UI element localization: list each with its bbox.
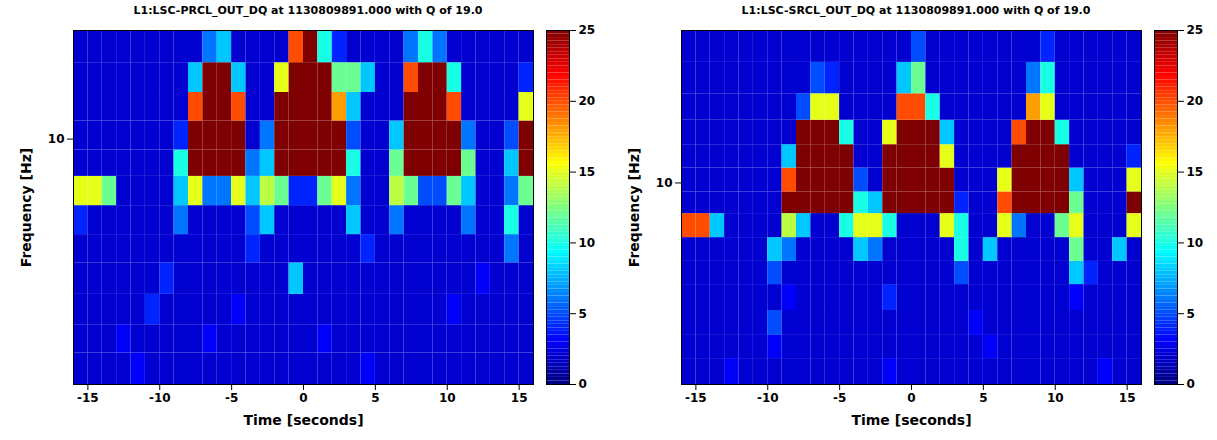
svg-text:10: 10 [48,132,65,146]
svg-text:Time [seconds]: Time [seconds] [851,412,971,428]
svg-text:-10: -10 [757,391,779,405]
svg-text:15: 15 [511,391,528,405]
svg-text:15: 15 [1119,391,1136,405]
svg-text:0: 0 [579,377,587,391]
html-text:L1:LSC-SRCL_OUT_DQ at 11308098: L1:LSC-SRCL_OUT_DQ at 1130809891.000 wit… [741,4,1091,17]
svg-text:10: 10 [579,236,596,250]
svg-text:-15: -15 [685,391,707,405]
html-text:L1:LSC-PRCL_OUT_DQ at 11308098: L1:LSC-PRCL_OUT_DQ at 1130809891.000 wit… [133,4,483,17]
svg-text:25: 25 [579,23,596,37]
svg-text:15: 15 [1187,165,1204,179]
svg-text:Frequency [Hz]: Frequency [Hz] [626,148,642,267]
svg-text:-5: -5 [225,391,238,405]
svg-text:-10: -10 [149,391,171,405]
svg-text:10: 10 [439,391,456,405]
svg-text:5: 5 [1187,307,1195,321]
svg-text:20: 20 [1187,94,1204,108]
svg-text:0: 0 [907,391,915,405]
svg-text:15: 15 [579,165,596,179]
svg-text:-5: -5 [833,391,846,405]
svg-text:5: 5 [979,391,987,405]
svg-text:Frequency [Hz]: Frequency [Hz] [18,148,34,267]
svg-text:5: 5 [579,307,587,321]
svg-text:0: 0 [299,391,307,405]
svg-text:25: 25 [1187,23,1204,37]
svg-text:-15: -15 [77,391,99,405]
svg-text:10: 10 [1047,391,1064,405]
svg-text:10: 10 [656,176,673,190]
svg-text:5: 5 [371,391,379,405]
svg-text:Time [seconds]: Time [seconds] [243,412,363,428]
svg-text:20: 20 [579,94,596,108]
svg-text:10: 10 [1187,236,1204,250]
svg-text:0: 0 [1187,377,1195,391]
